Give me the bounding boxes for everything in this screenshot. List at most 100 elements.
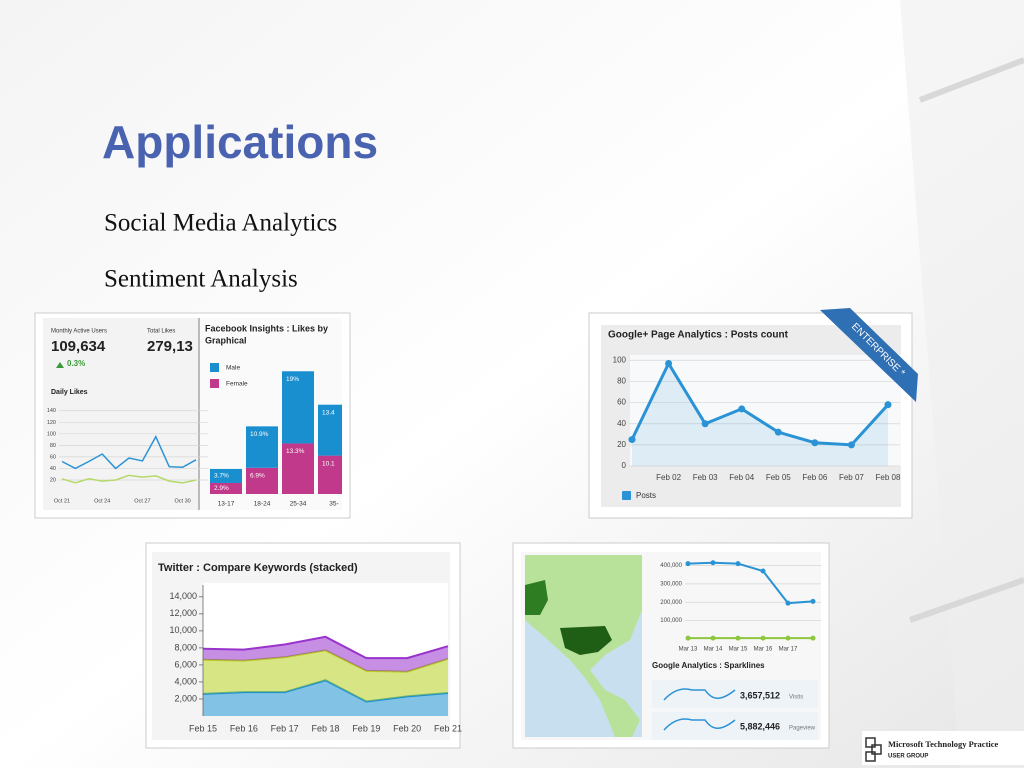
y-tick-label: 100	[613, 355, 627, 364]
sparkline-label: Pageview	[789, 726, 816, 732]
y-tick-label: 140	[47, 408, 56, 414]
value-label: 10.1	[322, 460, 335, 467]
y-tick-label: 14,000	[169, 591, 197, 601]
kpi-value: 109,634	[51, 338, 106, 355]
sparkline	[663, 688, 736, 701]
area	[203, 650, 448, 702]
y-tick-label: 100,000	[660, 618, 682, 624]
x-tick-label: Oct 21	[54, 498, 70, 504]
up-arrow	[56, 362, 64, 368]
x-tick-label: Feb 15	[189, 723, 217, 733]
point	[760, 635, 766, 641]
series-line	[630, 360, 890, 447]
sparkline-row	[652, 712, 818, 740]
background-window	[900, 0, 1024, 768]
x-tick-label: Feb 04	[729, 473, 754, 482]
y-tick-label: 60	[617, 398, 626, 407]
legend-label: Male	[226, 365, 240, 372]
chart-title: Facebook Insights : Likes by	[205, 323, 328, 333]
logo-icon	[865, 737, 876, 748]
legend-label: Female	[226, 381, 248, 388]
bar-segment	[282, 443, 314, 494]
y-tick-label: 8,000	[174, 642, 197, 652]
series-line	[687, 561, 814, 605]
x-tick-label: Mar 14	[704, 647, 723, 653]
y-tick-label: 6,000	[174, 659, 197, 669]
legend-checkbox	[622, 491, 631, 500]
point	[760, 568, 766, 574]
y-tick-label: 20	[50, 477, 56, 483]
y-tick-label: 120	[47, 420, 56, 426]
kpi-label: Total Likes	[147, 329, 175, 335]
logo-name: Microsoft Technology Practice	[888, 739, 999, 749]
y-tick-label: 60	[50, 454, 56, 460]
map-region	[525, 580, 548, 615]
bullet: Sentiment Analysis	[104, 266, 298, 293]
sparkline-row	[652, 680, 818, 708]
area-line	[202, 635, 449, 660]
point	[735, 635, 741, 641]
y-tick-label: 100	[47, 431, 56, 437]
sparkline-value: 5,882,446	[740, 721, 780, 731]
y-tick-label: 300,000	[660, 581, 682, 587]
sparkline	[663, 718, 736, 731]
x-tick-label: Feb 02	[656, 473, 681, 482]
logo-subtitle: USER GROUP	[888, 754, 928, 760]
point	[685, 561, 691, 567]
point	[811, 439, 819, 447]
bar-segment	[318, 404, 342, 456]
x-tick-label: Feb 19	[352, 723, 380, 733]
y-tick-label: 12,000	[169, 608, 197, 618]
point	[785, 600, 791, 606]
series-line	[61, 435, 197, 470]
value-label: 10.9%	[250, 431, 269, 438]
x-tick-label: Mar 15	[729, 647, 748, 653]
kpi-label: Monthly Active Users	[51, 329, 107, 335]
x-tick-label: 18-24	[254, 501, 271, 508]
area-fill	[632, 363, 888, 466]
point	[710, 635, 716, 641]
point	[774, 428, 782, 436]
logo-bg	[862, 731, 1024, 765]
bar-segment	[210, 482, 242, 494]
point	[738, 405, 746, 413]
bar-segment	[210, 468, 242, 483]
x-tick-label: Oct 30	[174, 498, 190, 504]
x-tick-label: 35-	[329, 501, 338, 508]
legend-label: Posts	[636, 491, 656, 500]
y-tick-label: 0	[622, 461, 627, 470]
x-tick-label: Feb 07	[839, 473, 864, 482]
x-tick-label: Oct 27	[134, 498, 150, 504]
point	[628, 436, 636, 444]
bar-segment	[246, 467, 278, 494]
bullet: Social Media Analytics	[104, 210, 337, 237]
y-tick-label: 200,000	[660, 600, 682, 606]
y-tick-label: 400,000	[660, 563, 682, 569]
map-usa	[560, 626, 612, 655]
point	[665, 359, 673, 367]
value-label: 13.4	[322, 409, 335, 416]
bar-segment	[282, 371, 314, 444]
point	[884, 401, 892, 409]
point	[785, 635, 791, 641]
logo-icon	[871, 744, 882, 755]
analytics-panel: Google Analytics : Sparklines 3,657,512 …	[521, 552, 821, 740]
chart-title: Daily Likes	[51, 389, 88, 396]
x-tick-label: Mar 16	[754, 647, 773, 653]
gplus-panel: Google+ Page Analytics : Posts count 0 20…	[601, 325, 901, 507]
point	[701, 420, 709, 428]
bar-segment	[318, 455, 342, 494]
chart-title: Twitter : Compare Keywords (stacked)	[158, 562, 358, 574]
x-tick-label: Oct 24	[94, 498, 110, 504]
value-label: 2.9%	[214, 485, 229, 492]
y-tick-label: 80	[50, 443, 56, 449]
x-tick-label: Feb 16	[230, 723, 258, 733]
kpi-change: 0.3%	[67, 359, 85, 368]
kpi-value: 279,13	[147, 338, 193, 355]
x-tick-label: Feb 18	[311, 723, 339, 733]
y-tick-label: 40	[617, 419, 626, 428]
value-label: 13.3%	[286, 448, 305, 455]
point	[810, 598, 816, 604]
